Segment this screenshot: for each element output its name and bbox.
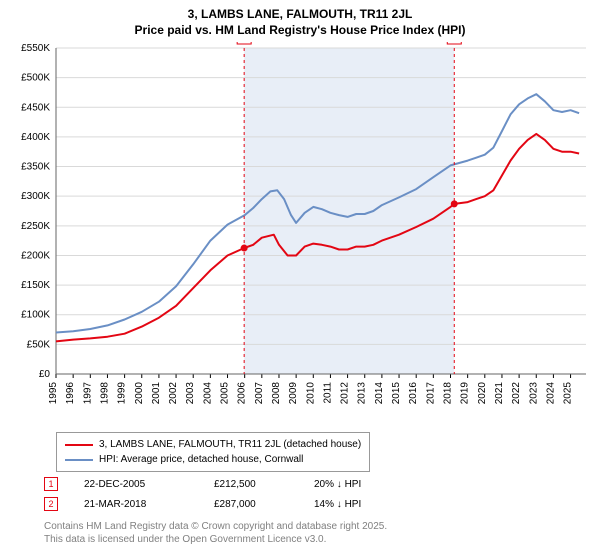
svg-text:2009: 2009 (288, 382, 299, 405)
marker-hpi-delta: 14% ↓ HPI (314, 499, 434, 510)
svg-text:2007: 2007 (254, 382, 265, 405)
svg-text:2005: 2005 (220, 382, 231, 405)
legend-row: 3, LAMBS LANE, FALMOUTH, TR11 2JL (detac… (65, 437, 361, 452)
svg-text:£550K: £550K (21, 43, 50, 54)
svg-text:1999: 1999 (117, 382, 128, 405)
marker-id-box: 2 (44, 497, 58, 511)
svg-text:2015: 2015 (391, 382, 402, 405)
svg-text:2: 2 (452, 42, 457, 43)
svg-text:2011: 2011 (322, 382, 333, 404)
legend-row: HPI: Average price, detached house, Corn… (65, 452, 361, 467)
marker-hpi-delta: 20% ↓ HPI (314, 479, 434, 490)
svg-text:2002: 2002 (168, 382, 179, 405)
svg-text:£300K: £300K (21, 191, 50, 202)
svg-text:2017: 2017 (425, 382, 436, 405)
title-line-2: Price paid vs. HM Land Registry's House … (0, 22, 600, 38)
legend-swatch (65, 444, 93, 446)
svg-text:£350K: £350K (21, 162, 50, 173)
svg-text:1996: 1996 (65, 382, 76, 405)
svg-text:2022: 2022 (511, 382, 522, 405)
svg-text:£250K: £250K (21, 221, 50, 232)
line-chart-svg: £0 £50K £100K £150K £200K £250K £300K £350K £400… (0, 42, 600, 422)
marker-price: £212,500 (214, 479, 314, 490)
svg-text:2016: 2016 (408, 382, 419, 405)
marker-date: 22-DEC-2005 (84, 479, 214, 490)
title-line-1: 3, LAMBS LANE, FALMOUTH, TR11 2JL (0, 6, 600, 22)
svg-text:£500K: £500K (21, 73, 50, 84)
chart-container: 3, LAMBS LANE, FALMOUTH, TR11 2JL Price … (0, 0, 600, 560)
svg-text:2024: 2024 (545, 382, 556, 405)
marker-table-row: 1 22-DEC-2005£212,50020% ↓ HPI (44, 474, 434, 494)
svg-text:£100K: £100K (21, 310, 50, 321)
footnote: Contains HM Land Registry data © Crown c… (44, 520, 387, 546)
chart-title: 3, LAMBS LANE, FALMOUTH, TR11 2JL Price … (0, 0, 600, 38)
svg-text:2000: 2000 (134, 382, 145, 405)
svg-text:£200K: £200K (21, 250, 50, 261)
marker-table-row: 2 21-MAR-2018£287,00014% ↓ HPI (44, 494, 434, 514)
svg-text:2014: 2014 (374, 382, 385, 405)
svg-text:1997: 1997 (82, 382, 93, 405)
footnote-line-2: This data is licensed under the Open Gov… (44, 533, 387, 546)
svg-text:£400K: £400K (21, 132, 50, 143)
svg-text:2013: 2013 (357, 382, 368, 405)
legend-label: HPI: Average price, detached house, Corn… (99, 452, 303, 467)
marker-price: £287,000 (214, 499, 314, 510)
svg-text:£450K: £450K (21, 102, 50, 113)
svg-text:2021: 2021 (494, 382, 505, 405)
footnote-line-1: Contains HM Land Registry data © Crown c… (44, 520, 387, 533)
svg-text:2018: 2018 (442, 382, 453, 405)
svg-text:2025: 2025 (563, 382, 574, 405)
marker-table: 1 22-DEC-2005£212,50020% ↓ HPI 2 21-MAR-201… (44, 474, 434, 514)
svg-text:2020: 2020 (477, 382, 488, 405)
svg-text:2001: 2001 (151, 382, 162, 405)
svg-text:2019: 2019 (460, 382, 471, 405)
svg-text:2010: 2010 (305, 382, 316, 405)
marker-id-box: 1 (44, 477, 58, 491)
svg-text:2023: 2023 (528, 382, 539, 405)
svg-text:£150K: £150K (21, 280, 50, 291)
svg-text:1: 1 (242, 42, 247, 43)
svg-text:1995: 1995 (48, 382, 59, 405)
svg-text:1998: 1998 (99, 382, 110, 405)
legend: 3, LAMBS LANE, FALMOUTH, TR11 2JL (detac… (56, 432, 370, 472)
svg-text:2008: 2008 (271, 382, 282, 405)
svg-text:2003: 2003 (185, 382, 196, 405)
marker-date: 21-MAR-2018 (84, 499, 214, 510)
chart-area: £0 £50K £100K £150K £200K £250K £300K £350K £400… (0, 42, 600, 422)
svg-text:2012: 2012 (340, 382, 351, 405)
legend-swatch (65, 459, 93, 461)
svg-text:2004: 2004 (202, 382, 213, 405)
legend-label: 3, LAMBS LANE, FALMOUTH, TR11 2JL (detac… (99, 437, 361, 452)
svg-text:£0: £0 (39, 369, 51, 380)
svg-text:2006: 2006 (237, 382, 248, 405)
svg-text:£50K: £50K (27, 339, 51, 350)
